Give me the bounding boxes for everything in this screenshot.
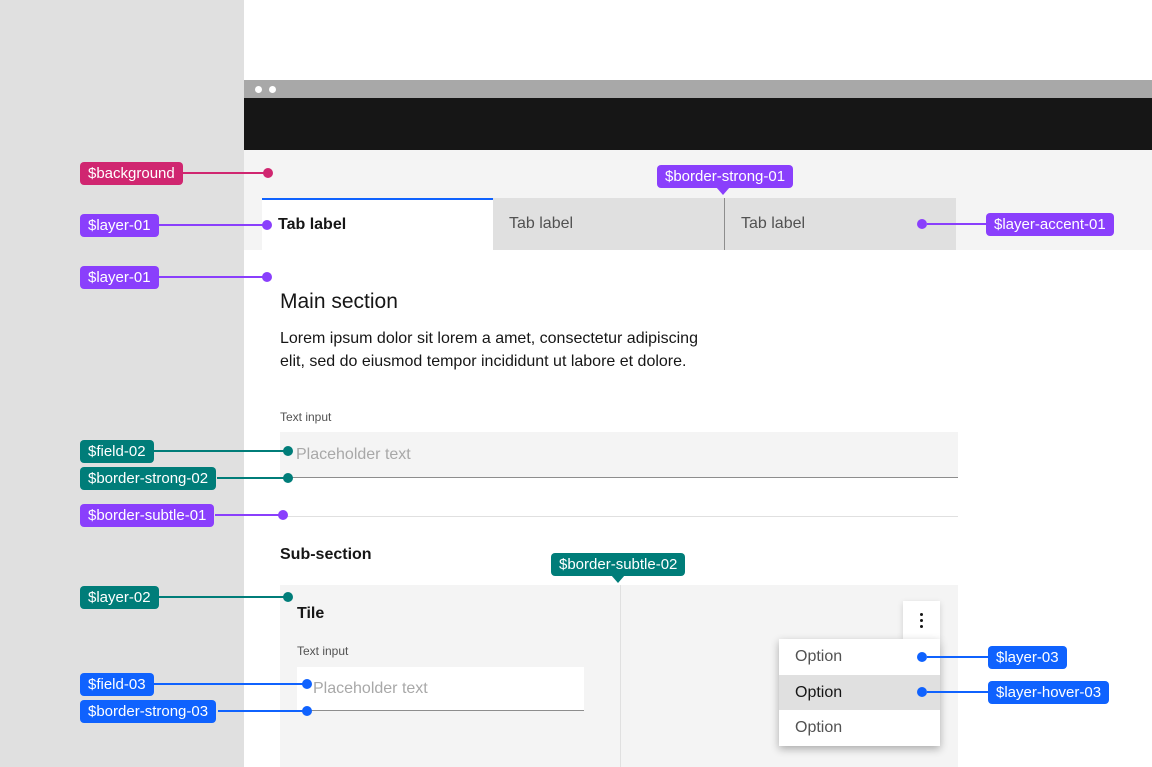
overflow-menu-icon (920, 612, 923, 616)
token-chip-layer-03: $layer-03 (988, 646, 1067, 669)
side-gutter-panel (0, 0, 244, 767)
tile-title: Tile (297, 605, 325, 622)
menu-option-2-hovered[interactable]: Option (779, 675, 940, 710)
menu-option-3[interactable]: Option (779, 710, 940, 746)
connector-dot (917, 219, 927, 229)
connector-line (927, 223, 986, 225)
sub-section-heading: Sub-section (280, 546, 372, 563)
token-chip-layer-02: $layer-02 (80, 586, 159, 609)
connector-line (215, 514, 283, 516)
window-control-dot (269, 86, 276, 93)
connector-line (158, 596, 288, 598)
connector-line (149, 683, 307, 685)
window-control-dot (255, 86, 262, 93)
token-chip-layer-accent-01: $layer-accent-01 (986, 213, 1114, 236)
connector-line (149, 450, 288, 452)
token-chip-border-strong-01: $border-strong-01 (657, 165, 794, 188)
overflow-menu-dropdown: Option Option Option (779, 639, 940, 746)
main-section-heading: Main section (280, 290, 398, 313)
connector-dot (283, 592, 293, 602)
overflow-menu-button[interactable] (903, 601, 940, 639)
connector-dot (283, 446, 293, 456)
tile-text-input-label: Text input (297, 644, 349, 658)
connector-line (217, 477, 288, 479)
tab-label: Tab label (741, 215, 806, 232)
connector-line (927, 656, 988, 658)
overflow-menu-icon (920, 618, 923, 622)
connector-dot (302, 706, 312, 716)
connector-arrow (611, 575, 625, 583)
connector-line (177, 172, 268, 174)
overflow-menu-icon (920, 624, 923, 628)
token-chip-border-strong-03: $border-strong-03 (80, 700, 217, 723)
tab-unselected-2[interactable]: Tab label (493, 198, 724, 250)
connector-arrow (716, 187, 730, 195)
token-chip-layer-01-a: $layer-01 (80, 214, 159, 237)
connector-dot (917, 687, 927, 697)
connector-dot (262, 220, 272, 230)
connector-line (218, 710, 307, 712)
token-chip-border-subtle-01: $border-subtle-01 (80, 504, 215, 527)
token-chip-layer-hover-03: $layer-hover-03 (988, 681, 1110, 704)
main-section-body-text: Lorem ipsum dolor sit lorem a amet, cons… (280, 330, 698, 370)
token-chip-field-03: $field-03 (80, 673, 154, 696)
connector-dot (917, 652, 927, 662)
connector-line (157, 276, 267, 278)
tab-selected[interactable]: Tab label (262, 198, 493, 250)
token-chip-border-subtle-02: $border-subtle-02 (551, 553, 686, 576)
connector-dot (302, 679, 312, 689)
token-chip-background: $background (80, 162, 183, 185)
token-chip-layer-01-b: $layer-01 (80, 266, 159, 289)
menu-option-1[interactable]: Option (779, 639, 940, 675)
connector-dot (283, 473, 293, 483)
text-input-field-02[interactable] (280, 432, 958, 478)
connector-dot (262, 272, 272, 282)
subtle-divider (280, 516, 958, 517)
connector-line (927, 691, 988, 693)
tile-subtle-divider (620, 585, 621, 767)
token-chip-border-strong-02: $border-strong-02 (80, 467, 217, 490)
text-input-field-03[interactable] (297, 667, 584, 711)
tab-label: Tab label (278, 216, 347, 233)
browser-titlebar (244, 80, 1152, 98)
app-header-bar (244, 98, 1152, 150)
text-input-label: Text input (280, 410, 332, 424)
token-chip-field-02: $field-02 (80, 440, 154, 463)
connector-dot (278, 510, 288, 520)
tab-label: Tab label (509, 215, 574, 232)
connector-line (157, 224, 267, 226)
connector-dot (263, 168, 273, 178)
